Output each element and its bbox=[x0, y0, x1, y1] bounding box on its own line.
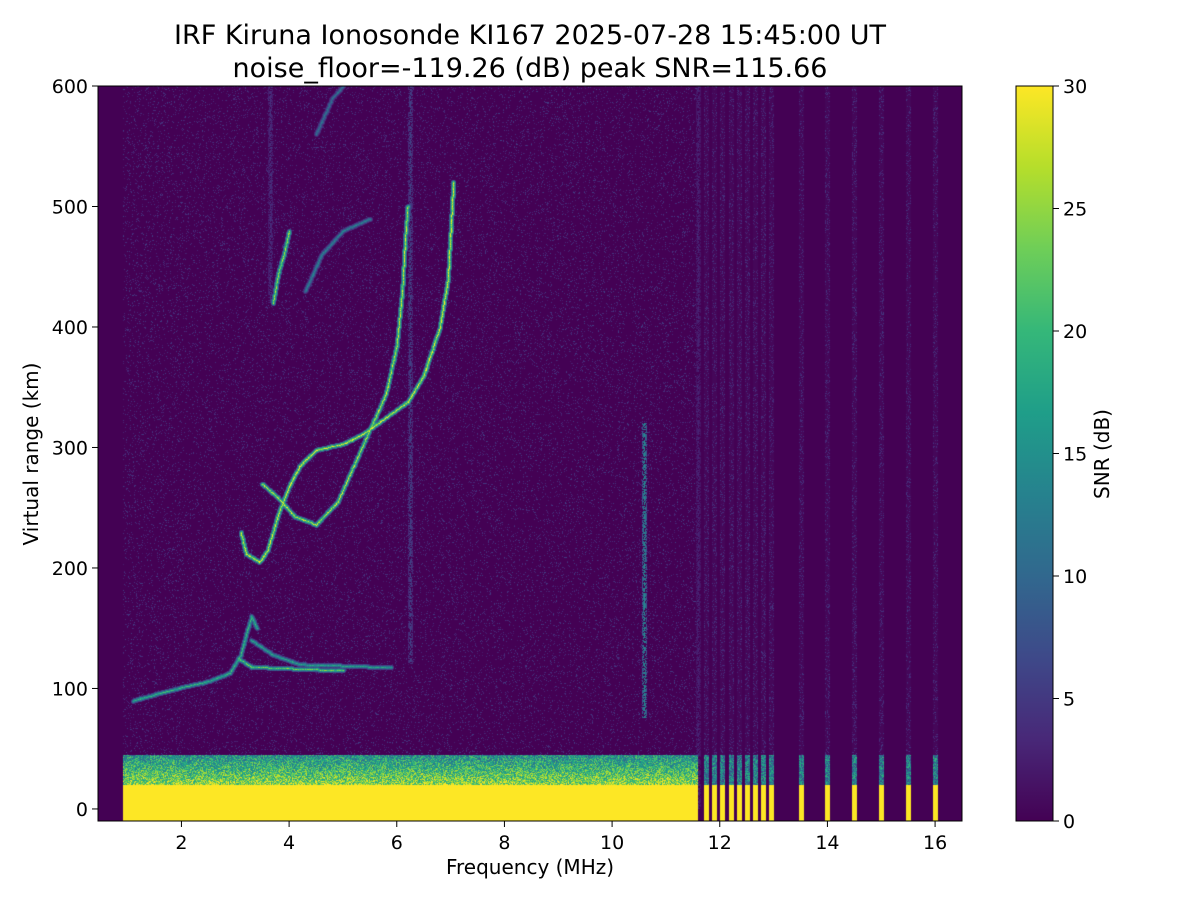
x-tick-label: 8 bbox=[498, 832, 510, 854]
y-axis-label: Virtual range (km) bbox=[19, 363, 43, 546]
x-tick-label: 4 bbox=[283, 832, 295, 854]
x-tick-label: 6 bbox=[391, 832, 403, 854]
y-axis: 0 100 200 300 400 500 600 bbox=[52, 76, 98, 821]
colorbar-tick-label: 20 bbox=[1063, 321, 1087, 343]
chart-title: IRF Kiruna Ionosonde KI167 2025-07-28 15… bbox=[174, 20, 887, 51]
x-tick-label: 10 bbox=[600, 832, 624, 854]
y-tick-label: 200 bbox=[52, 558, 88, 580]
snr-heatmap bbox=[98, 86, 962, 821]
y-tick-label: 0 bbox=[76, 799, 88, 821]
x-tick-label: 2 bbox=[175, 832, 187, 854]
x-tick-label: 12 bbox=[708, 832, 732, 854]
y-tick-label: 300 bbox=[52, 437, 88, 459]
y-tick-label: 500 bbox=[52, 196, 88, 218]
x-axis-label: Frequency (MHz) bbox=[446, 855, 614, 879]
chart-subtitle: noise_floor=-119.26 (dB) peak SNR=115.66 bbox=[233, 53, 828, 84]
colorbar-tick-label: 25 bbox=[1063, 199, 1087, 221]
x-tick-label: 16 bbox=[923, 832, 947, 854]
colorbar-tick-label: 30 bbox=[1063, 76, 1087, 98]
colorbar-tick-label: 5 bbox=[1063, 689, 1075, 711]
colorbar-label: SNR (dB) bbox=[1090, 409, 1114, 499]
colorbar-tick-label: 0 bbox=[1063, 811, 1075, 833]
colorbar-tick-label: 10 bbox=[1063, 566, 1087, 588]
colorbar-scale bbox=[1015, 85, 1054, 822]
x-tick-label: 14 bbox=[815, 832, 839, 854]
colorbar-ticks: 0 5 10 15 20 25 30 bbox=[1053, 76, 1087, 833]
colorbar bbox=[1015, 85, 1054, 822]
plot-area bbox=[98, 86, 962, 821]
y-tick-label: 400 bbox=[52, 317, 88, 339]
plot-frame bbox=[97, 85, 963, 822]
y-tick-label: 100 bbox=[52, 678, 88, 700]
y-tick-label: 600 bbox=[52, 76, 88, 98]
x-axis: 2 4 6 8 10 12 14 16 bbox=[175, 821, 947, 854]
colorbar-tick-label: 15 bbox=[1063, 444, 1087, 466]
